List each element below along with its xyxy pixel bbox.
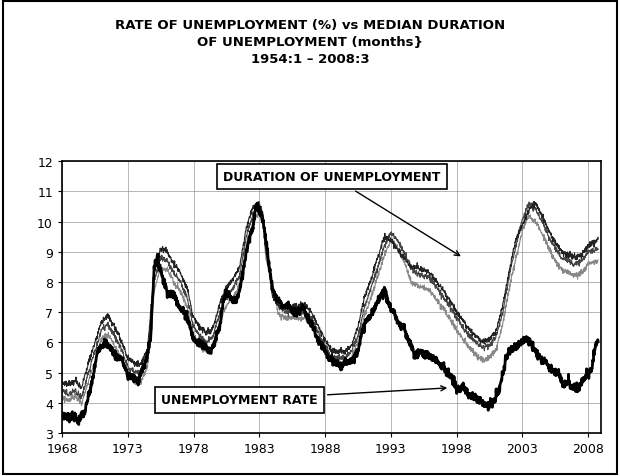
Text: RATE OF UNEMPLOYMENT (%) vs MEDIAN DURATION
OF UNEMPLOYMENT (months}
1954:1 – 20: RATE OF UNEMPLOYMENT (%) vs MEDIAN DURAT… bbox=[115, 19, 505, 66]
Text: DURATION OF UNEMPLOYMENT: DURATION OF UNEMPLOYMENT bbox=[223, 170, 459, 256]
Text: UNEMPLOYMENT RATE: UNEMPLOYMENT RATE bbox=[161, 386, 446, 407]
